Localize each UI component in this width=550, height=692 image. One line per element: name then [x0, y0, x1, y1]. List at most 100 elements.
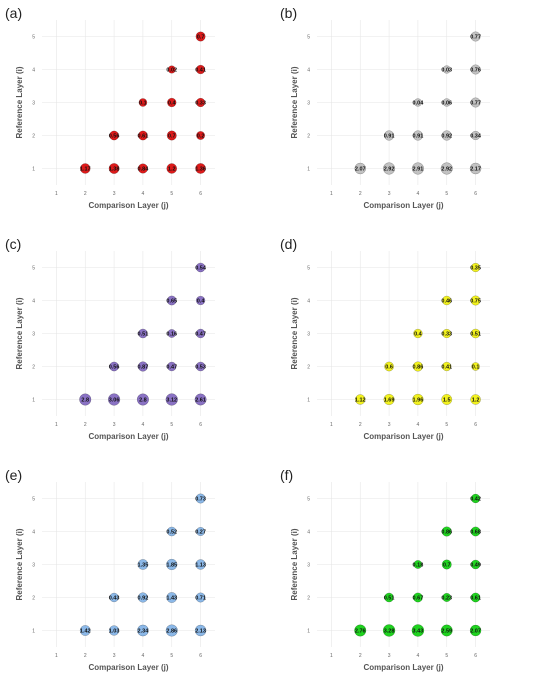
x-tick-label: 1	[55, 653, 58, 659]
data-label: 0.7	[168, 134, 176, 140]
data-label: 0.4	[414, 332, 423, 338]
data-point	[440, 624, 453, 637]
data-label: 0.18	[413, 563, 424, 569]
data-label: 0.61	[470, 596, 481, 602]
data-label: 3.06	[109, 398, 120, 404]
data-label: 1.85	[166, 563, 177, 569]
y-tick-label: 3	[307, 101, 310, 107]
data-point	[442, 295, 452, 306]
x-axis-label: Comparison Layer (j)	[363, 432, 443, 441]
data-label: 0.86	[441, 530, 452, 536]
x-tick-label: 4	[142, 422, 145, 428]
data-label: 2.8	[139, 398, 147, 404]
data-point	[195, 163, 206, 174]
data-point	[442, 593, 452, 602]
data-point	[442, 328, 452, 339]
data-label: 0.34	[470, 134, 482, 140]
scatter-plot-b: 1 2 3 4 5 6 1 2 3 4 5 2.07 2.92 2.91 2.92 2.17 0.91 0.91 0…	[280, 5, 490, 210]
chart-panel-f: 1 2 3 4 5 6 1 2 3 4 5 2.76 3.28 3.43 2.59 2.07 0.51 0.67 0…	[275, 462, 550, 692]
data-label: 1.2	[472, 398, 480, 404]
data-label: 2.61	[195, 398, 206, 404]
data-point	[471, 362, 480, 371]
data-label: 1.42	[80, 629, 91, 635]
x-tick-label: 1	[55, 191, 58, 197]
data-point	[166, 526, 177, 537]
x-tick-label: 4	[417, 191, 420, 197]
data-point	[195, 64, 206, 75]
scatter-plot-a: 1 2 3 4 5 6 1 2 3 4 5 1.17 1.38 0.84 1.2 1.36 0.56 0.61 0.…	[5, 5, 215, 210]
data-point	[137, 163, 148, 174]
data-label: 1.96	[413, 398, 424, 404]
data-label: 0.33	[441, 332, 452, 338]
data-point	[138, 328, 148, 339]
data-label: 0.67	[413, 596, 424, 602]
panel-label: (f)	[280, 467, 293, 483]
data-point	[412, 393, 424, 406]
data-label: 0.91	[384, 134, 395, 140]
x-tick-label: 6	[474, 653, 477, 659]
data-label: 0.27	[195, 530, 206, 536]
data-label: 0.23	[441, 596, 452, 602]
data-point	[195, 97, 206, 108]
data-label: 0.42	[470, 497, 481, 503]
data-label: 1.69	[384, 398, 395, 404]
data-point	[470, 493, 481, 504]
data-point	[195, 493, 206, 504]
data-point	[167, 97, 177, 108]
x-tick-label: 6	[199, 422, 202, 428]
x-tick-label: 5	[170, 422, 173, 428]
y-tick-label: 2	[32, 365, 35, 371]
data-point	[195, 262, 206, 273]
x-tick-label: 3	[388, 191, 391, 197]
y-tick-label: 1	[32, 167, 35, 173]
data-label: 2.86	[166, 629, 177, 635]
data-point	[79, 625, 91, 636]
data-label: 1.43	[166, 596, 177, 602]
data-label: 0.7	[443, 563, 451, 569]
x-tick-label: 6	[199, 191, 202, 197]
data-point	[441, 559, 452, 570]
data-label: 0.76	[470, 68, 481, 74]
data-point	[470, 130, 481, 141]
x-axis-label: Comparison Layer (j)	[363, 201, 443, 210]
data-point	[413, 560, 423, 569]
y-tick-label: 2	[307, 365, 310, 371]
data-point	[441, 526, 452, 537]
y-tick-label: 5	[32, 497, 35, 503]
x-tick-label: 3	[113, 422, 116, 428]
y-tick-label: 2	[32, 596, 35, 602]
x-tick-label: 5	[170, 191, 173, 197]
x-tick-label: 2	[359, 653, 362, 659]
data-point	[470, 31, 481, 42]
data-label: 2.76	[355, 629, 366, 635]
data-point	[167, 329, 177, 338]
data-label: 1.13	[195, 563, 206, 569]
data-label: 0.73	[195, 497, 206, 503]
scatter-plot-f: 1 2 3 4 5 6 1 2 3 4 5 2.76 3.28 3.43 2.59 2.07 0.51 0.67 0…	[280, 467, 490, 672]
y-tick-label: 3	[32, 563, 35, 569]
data-label: 0.33	[195, 101, 206, 107]
data-label: 0.56	[109, 365, 120, 371]
data-label: 0.03	[441, 68, 452, 74]
data-point	[107, 393, 121, 406]
data-label: 0.47	[195, 332, 206, 338]
y-tick-label: 4	[307, 299, 310, 305]
x-tick-label: 4	[142, 653, 145, 659]
data-label: 2.07	[355, 167, 366, 173]
data-label: 2.92	[384, 167, 395, 173]
panel-label: (b)	[280, 5, 297, 21]
data-point	[194, 393, 207, 406]
data-point	[166, 558, 178, 571]
y-axis-label: Reference Layer (i)	[290, 297, 299, 369]
data-point	[440, 162, 453, 175]
data-point	[79, 393, 92, 406]
data-point	[383, 393, 395, 406]
x-tick-label: 5	[445, 422, 448, 428]
y-axis-label: Reference Layer (i)	[290, 528, 299, 600]
data-label: 0.02	[166, 68, 177, 74]
x-axis-label: Comparison Layer (j)	[363, 663, 443, 672]
data-point	[470, 559, 481, 570]
data-label: 0.87	[138, 365, 149, 371]
scatter-plot-d: 1 2 3 4 5 6 1 2 3 4 5 1.12 1.69 1.96 1.5 1.2 0.6 0.86 0.41…	[280, 236, 490, 441]
data-point	[195, 592, 206, 603]
